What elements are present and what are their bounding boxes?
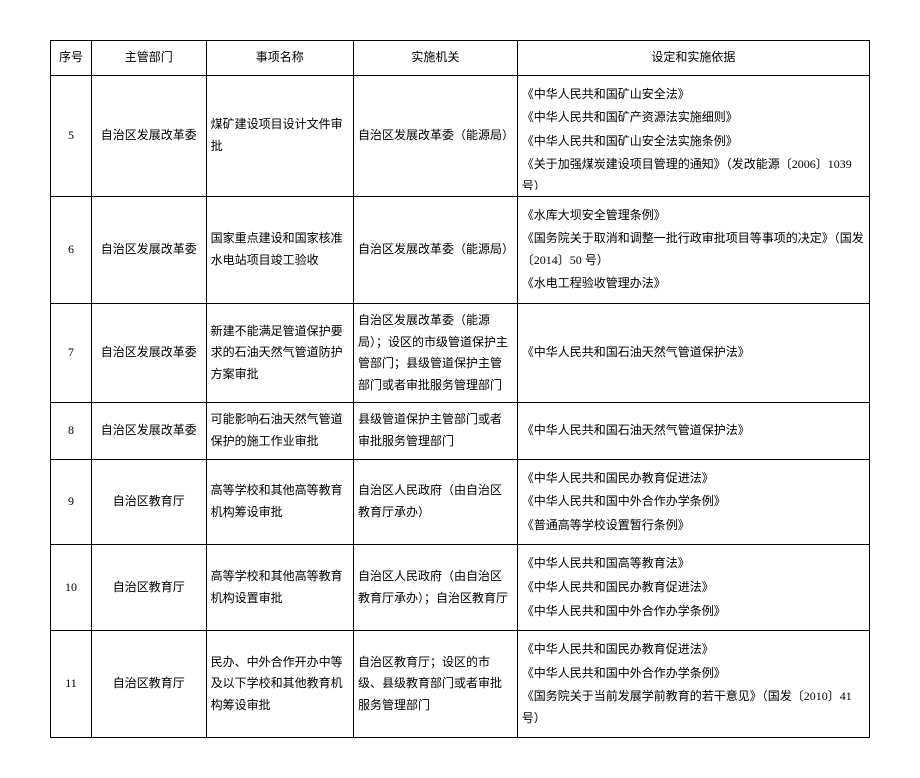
cell-org: 自治区教育厅；设区的市级、县级教育部门或者审批服务管理部门 [354,631,518,738]
cell-dept: 自治区教育厅 [91,459,206,545]
table-header-row: 序号 主管部门 事项名称 实施机关 设定和实施依据 [51,41,870,76]
cell-dept: 自治区发展改革委 [91,196,206,303]
basis-line: 《中华人民共和国矿山安全法实施条例》 [522,131,865,153]
cell-dept: 自治区发展改革委 [91,403,206,459]
header-item: 事项名称 [206,41,353,76]
cell-item: 可能影响石油天然气管道保护的施工作业审批 [206,403,353,459]
table-row: 7自治区发展改革委新建不能满足管道保护要求的石油天然气管道防护方案审批自治区发展… [51,303,870,402]
header-seq: 序号 [51,41,92,76]
approval-items-table: 序号 主管部门 事项名称 实施机关 设定和实施依据 5自治区发展改革委煤矿建设项… [50,40,870,738]
cell-basis: 《中华人民共和国民办教育促进法》《中华人民共和国中外合作办学条例》《国务院关于当… [517,631,869,738]
basis-line: 《中华人民共和国高等教育法》 [522,553,865,575]
cell-seq: 5 [51,75,92,196]
cell-basis: 《中华人民共和国石油天然气管道保护法》 [517,403,869,459]
cell-seq: 7 [51,303,92,402]
basis-line: 《中华人民共和国中外合作办学条例》 [522,491,865,513]
header-org: 实施机关 [354,41,518,76]
basis-line: 《中华人民共和国中外合作办学条例》 [522,601,865,623]
cell-basis: 《中华人民共和国高等教育法》《中华人民共和国民办教育促进法》《中华人民共和国中外… [517,545,869,631]
cell-basis: 《水库大坝安全管理条例》《国务院关于取消和调整一批行政审批项目等事项的决定》（国… [517,196,869,303]
cell-item: 国家重点建设和国家核准水电站项目竣工验收 [206,196,353,303]
cell-org: 自治区发展改革委（能源局） [354,196,518,303]
cell-item: 新建不能满足管道保护要求的石油天然气管道防护方案审批 [206,303,353,402]
table-row: 8自治区发展改革委可能影响石油天然气管道保护的施工作业审批县级管道保护主管部门或… [51,403,870,459]
basis-line: 《中华人民共和国矿山安全法》 [522,84,865,106]
cell-dept: 自治区教育厅 [91,631,206,738]
basis-line: 《国务院关于取消和调整一批行政审批项目等事项的决定》（国发〔2014〕50 号） [522,228,865,271]
cell-org: 自治区人民政府（由自治区教育厅承办） [354,459,518,545]
basis-line: 《中华人民共和国石油天然气管道保护法》 [522,342,865,364]
header-dept: 主管部门 [91,41,206,76]
cell-seq: 10 [51,545,92,631]
cell-org: 自治区人民政府（由自治区教育厅承办）；自治区教育厅 [354,545,518,631]
cell-item: 民办、中外合作开办中等及以下学校和其他教育机构筹设审批 [206,631,353,738]
basis-line: 《水电工程验收管理办法》 [522,273,865,295]
table-row: 11自治区教育厅民办、中外合作开办中等及以下学校和其他教育机构筹设审批自治区教育… [51,631,870,738]
basis-line: 《中华人民共和国民办教育促进法》 [522,468,865,490]
table-row: 6自治区发展改革委国家重点建设和国家核准水电站项目竣工验收自治区发展改革委（能源… [51,196,870,303]
cell-dept: 自治区教育厅 [91,545,206,631]
basis-line: 《关于加强煤炭建设项目管理的通知》（发改能源〔2006〕1039 号） [522,154,865,189]
cell-dept: 自治区发展改革委 [91,75,206,196]
basis-line: 《中华人民共和国矿产资源法实施细则》 [522,107,865,129]
basis-line: 《普通高等学校设置暂行条例》 [522,515,865,537]
cell-basis: 《中华人民共和国石油天然气管道保护法》 [517,303,869,402]
table-row: 10自治区教育厅高等学校和其他高等教育机构设置审批自治区人民政府（由自治区教育厅… [51,545,870,631]
cell-item: 高等学校和其他高等教育机构设置审批 [206,545,353,631]
basis-line: 《中华人民共和国中外合作办学条例》 [522,663,865,685]
basis-line: 《国务院关于当前发展学前教育的若干意见》（国发〔2010〕41 号） [522,686,865,729]
table-row: 5自治区发展改革委煤矿建设项目设计文件审批自治区发展改革委（能源局）《中华人民共… [51,75,870,196]
cell-seq: 6 [51,196,92,303]
cell-org: 县级管道保护主管部门或者审批服务管理部门 [354,403,518,459]
cell-item: 高等学校和其他高等教育机构筹设审批 [206,459,353,545]
cell-dept: 自治区发展改革委 [91,303,206,402]
table-row: 9自治区教育厅高等学校和其他高等教育机构筹设审批自治区人民政府（由自治区教育厅承… [51,459,870,545]
cell-org: 自治区发展改革委（能源局）；设区的市级管道保护主管部门；县级管道保护主管部门或者… [354,303,518,402]
basis-line: 《水库大坝安全管理条例》 [522,205,865,227]
cell-basis: 《中华人民共和国民办教育促进法》《中华人民共和国中外合作办学条例》《普通高等学校… [517,459,869,545]
cell-basis: 《中华人民共和国矿山安全法》《中华人民共和国矿产资源法实施细则》《中华人民共和国… [517,75,869,196]
cell-seq: 8 [51,403,92,459]
cell-org: 自治区发展改革委（能源局） [354,75,518,196]
basis-line: 《中华人民共和国民办教育促进法》 [522,639,865,661]
header-basis: 设定和实施依据 [517,41,869,76]
basis-line: 《中华人民共和国石油天然气管道保护法》 [522,420,865,442]
cell-seq: 11 [51,631,92,738]
cell-item: 煤矿建设项目设计文件审批 [206,75,353,196]
cell-seq: 9 [51,459,92,545]
basis-line: 《中华人民共和国民办教育促进法》 [522,577,865,599]
